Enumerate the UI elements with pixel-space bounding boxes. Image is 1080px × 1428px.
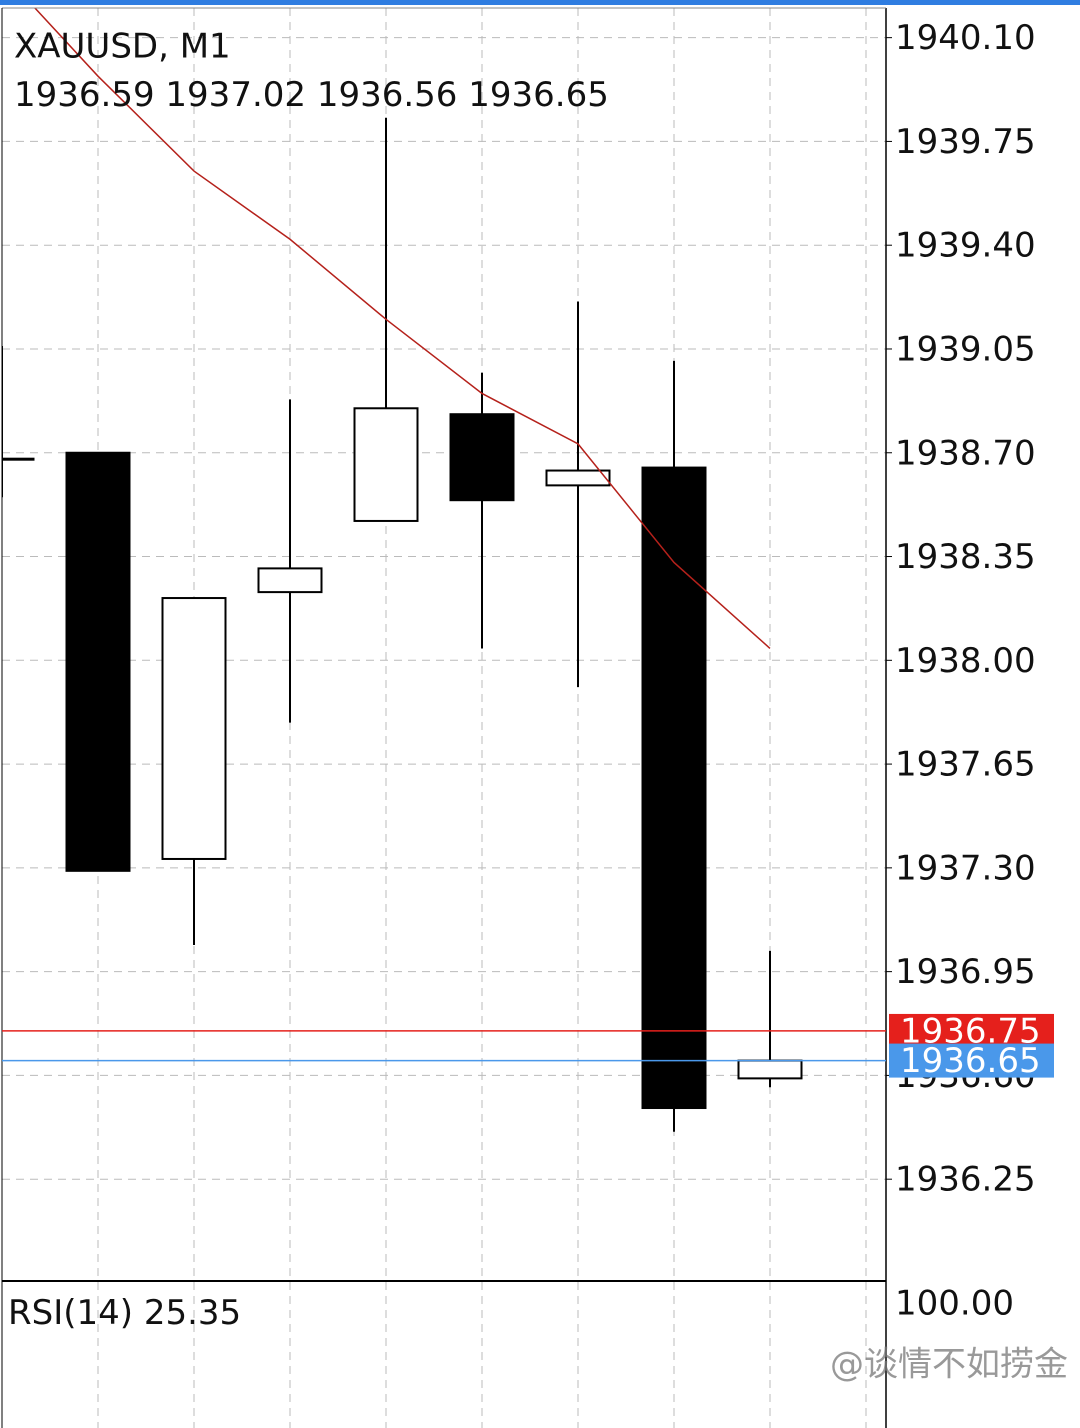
rsi-title: RSI(14): [8, 1293, 133, 1333]
candle-body: [737, 1059, 803, 1080]
y-tick-label: 1939.75: [895, 122, 1036, 162]
moving-average: [33, 8, 771, 650]
candle-body: [2, 457, 35, 461]
rsi-tick-label: 100.00: [895, 1284, 1014, 1324]
price-label: 1936.65: [900, 1041, 1041, 1081]
candle-body: [353, 407, 419, 522]
y-tick-label: 1936.25: [895, 1160, 1036, 1200]
grid: [2, 8, 886, 1428]
y-tick-label: 1940.10: [895, 18, 1036, 58]
chart-title: XAUUSD, M1: [14, 27, 231, 67]
candle-body: [65, 451, 131, 872]
price-label-bg: [889, 1043, 1054, 1078]
candle-body: [257, 567, 323, 594]
open: 1936.59: [14, 75, 155, 115]
high: 1937.02: [165, 75, 306, 115]
candle-body: [449, 413, 515, 502]
candle-body: [641, 466, 707, 1110]
rsi-readout: RSI(14) 25.35: [8, 1293, 241, 1333]
y-tick-label: 1939.40: [895, 226, 1036, 266]
price-label-bg: [889, 1013, 1054, 1048]
y-tick-label: 1937.30: [895, 848, 1036, 888]
y-axis: 1940.10 1939.75 1939.40 1939.05 1938.70 1938.…: [886, 18, 1036, 1200]
watermark: @谈情不如捞金: [830, 1345, 1068, 1385]
close: 1936.65: [468, 75, 609, 115]
ohlc-readout: 1936.59 1937.02 1936.56 1936.65: [14, 75, 609, 115]
y-tick-label: 1938.70: [895, 433, 1036, 473]
top-bar: [0, 0, 1080, 5]
y-tick-label: 1939.05: [895, 329, 1036, 369]
y-tick-label: 1937.65: [895, 745, 1036, 785]
y-tick-label: 1938.00: [895, 641, 1036, 681]
low: 1936.56: [317, 75, 458, 115]
candle-body: [545, 469, 611, 487]
candle-body: [161, 597, 227, 860]
plot: [2, 8, 803, 1132]
rsi-value: 25.35: [144, 1293, 241, 1333]
y-tick-label: 1936.95: [895, 952, 1036, 992]
y-tick-label: 1938.35: [895, 537, 1036, 577]
